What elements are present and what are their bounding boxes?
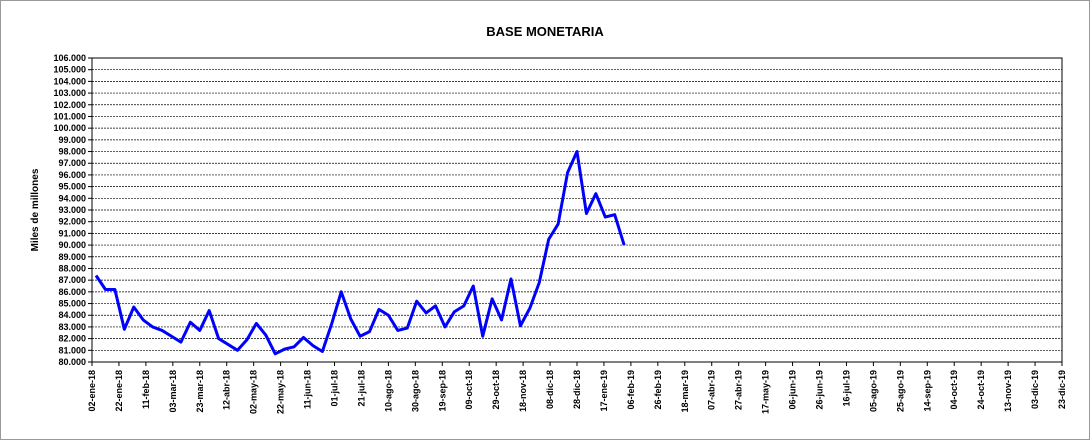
x-tick-label: 24-oct-19 [976, 370, 986, 410]
x-tick-label: 28-dic-18 [572, 370, 582, 409]
x-tick-label: 17-may-19 [761, 370, 771, 414]
y-tick-label: 90.000 [58, 240, 86, 250]
x-tick-label: 19-sep-18 [437, 370, 447, 412]
plot-frame [91, 57, 1063, 363]
x-tick-label: 18-nov-18 [518, 370, 528, 412]
y-tick-label: 85.000 [58, 299, 86, 309]
y-tick-label: 93.000 [58, 205, 86, 215]
x-tick-label: 23-dic-19 [1057, 370, 1067, 409]
x-tick-label: 26-feb-19 [653, 370, 663, 410]
y-tick-label: 83.000 [58, 322, 86, 332]
y-tick-label: 89.000 [58, 252, 86, 262]
x-tick-label: 27-abr-19 [734, 370, 744, 410]
x-tick-label: 03-mar-18 [168, 370, 178, 413]
x-tick-label: 25-ago-19 [895, 370, 905, 412]
x-tick-label: 18-mar-19 [680, 370, 690, 413]
x-tick-label: 14-sep-19 [922, 370, 932, 412]
y-tick-label: 106.000 [53, 53, 86, 63]
x-tick-label: 09-oct-18 [464, 370, 474, 410]
x-tick-label: 03-dic-19 [1030, 370, 1040, 409]
x-tick-label: 23-mar-18 [195, 370, 205, 413]
y-tick-label: 94.000 [58, 193, 86, 203]
x-tick-label: 11-jun-18 [303, 370, 313, 409]
y-axis-label: Miles de millones [30, 168, 41, 251]
x-tick-label: 01-jul-18 [330, 370, 340, 407]
x-tick-label: 26-jun-19 [815, 370, 825, 410]
x-tick-label: 30-ago-18 [410, 370, 420, 412]
x-tick-label: 06-feb-19 [626, 370, 636, 410]
x-tick-label: 10-ago-18 [383, 370, 393, 412]
y-tick-label: 91.000 [58, 228, 86, 238]
y-tick-label: 81.000 [58, 345, 86, 355]
x-tick-label: 06-jun-19 [788, 370, 798, 410]
x-tick-label: 21-jul-18 [356, 370, 366, 407]
x-tick-label: 05-ago-19 [868, 370, 878, 412]
y-tick-label: 80.000 [58, 357, 86, 367]
x-tick-label: 17-ene-19 [599, 370, 609, 412]
x-tick-label: 13-nov-19 [1003, 370, 1013, 412]
x-tick-label: 11-feb-18 [141, 370, 151, 409]
y-tick-label: 100.000 [53, 123, 86, 133]
y-tick-label: 103.000 [53, 88, 86, 98]
x-tick-label: 08-dic-18 [545, 370, 555, 409]
y-tick-label: 101.000 [53, 111, 86, 121]
y-tick-label: 88.000 [58, 263, 86, 273]
y-tick-label: 98.000 [58, 147, 86, 157]
x-tick-label: 29-oct-18 [491, 370, 501, 410]
x-tick-label: 07-abr-19 [707, 370, 717, 410]
y-tick-label: 97.000 [58, 158, 86, 168]
x-tick-label: 22-may-18 [276, 370, 286, 414]
data-line [94, 150, 626, 356]
y-tick-label: 102.000 [53, 100, 86, 110]
y-tick-label: 99.000 [58, 135, 86, 145]
y-tick-label: 105.000 [53, 65, 86, 75]
y-tick-label: 86.000 [58, 287, 86, 297]
y-tick-label: 96.000 [58, 170, 86, 180]
x-tick-label: 04-oct-19 [949, 370, 959, 410]
y-tick-label: 84.000 [58, 310, 86, 320]
x-tick-label: 16-jul-19 [841, 370, 851, 407]
x-tick-label: 22-ene-18 [114, 370, 124, 412]
y-tick-label: 92.000 [58, 217, 86, 227]
x-tick-label: 02-ene-18 [87, 370, 97, 412]
chart-title: BASE MONETARIA [486, 24, 604, 39]
x-tick-label: 02-may-18 [249, 370, 259, 414]
y-tick-label: 82.000 [58, 334, 86, 344]
y-tick-label: 104.000 [53, 76, 86, 86]
y-tick-label: 95.000 [58, 182, 86, 192]
y-tick-label: 87.000 [58, 275, 86, 285]
x-tick-label: 12-abr-18 [222, 370, 232, 410]
